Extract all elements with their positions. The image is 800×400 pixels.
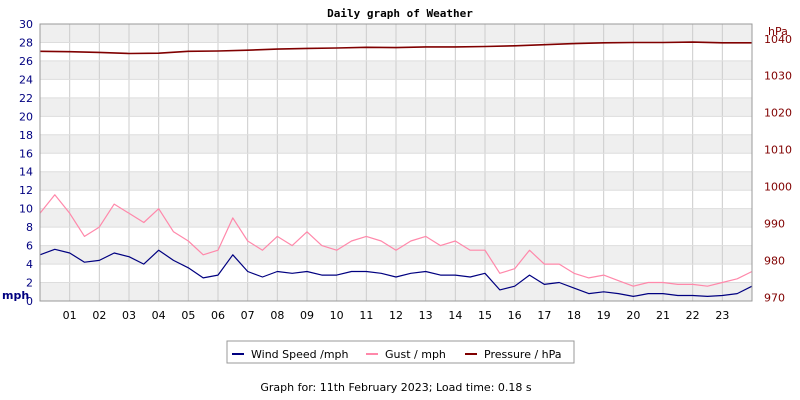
left-tick-label: 16	[19, 147, 33, 160]
right-tick-label: 970	[764, 291, 785, 304]
right-tick-label: 1000	[764, 181, 792, 194]
x-tick-label: 15	[478, 309, 492, 322]
x-axis-ticks: 01 02 03 04 05 06 07 08 09 10 11 12 13 14 15 16 17 18 19 20…	[63, 309, 730, 322]
left-tick-label: 28	[19, 36, 33, 49]
chart-title: Daily graph of Weather	[327, 7, 473, 20]
left-tick-label: 18	[19, 129, 33, 142]
left-tick-label: 12	[19, 184, 33, 197]
x-tick-label: 08	[270, 309, 284, 322]
right-axis-ticks: 970 980 990 1000 1010 1020 1030 1040	[764, 33, 792, 305]
x-tick-label: 19	[597, 309, 611, 322]
x-tick-label: 20	[626, 309, 640, 322]
left-tick-label: 26	[19, 55, 33, 68]
left-axis-label: mph	[2, 289, 29, 302]
x-tick-label: 16	[508, 309, 522, 322]
left-tick-label: 8	[26, 221, 33, 234]
x-tick-label: 21	[656, 309, 670, 322]
x-tick-label: 01	[63, 309, 77, 322]
left-tick-label: 20	[19, 110, 33, 123]
footer-text: Graph for: 11th February 2023; Load time…	[260, 381, 532, 394]
x-tick-label: 12	[389, 309, 403, 322]
series-line-gust	[39, 194, 753, 287]
x-tick-label: 10	[330, 309, 344, 322]
x-tick-label: 02	[92, 309, 106, 322]
left-tick-label: 14	[19, 166, 33, 179]
left-tick-label: 6	[26, 240, 33, 253]
legend-label-gust: Gust / mph	[385, 348, 446, 361]
left-tick-label: 30	[19, 18, 33, 31]
right-tick-label: 980	[764, 254, 785, 267]
x-tick-label: 11	[359, 309, 373, 322]
x-tick-label: 22	[686, 309, 700, 322]
x-tick-label: 07	[241, 309, 255, 322]
left-tick-label: 24	[19, 73, 33, 86]
x-tick-label: 03	[122, 309, 136, 322]
x-tick-label: 05	[181, 309, 195, 322]
left-tick-label: 0	[26, 295, 33, 308]
legend-box	[226, 340, 575, 364]
x-tick-label: 18	[567, 309, 581, 322]
left-tick-label: 2	[26, 277, 33, 290]
x-tick-label: 13	[419, 309, 433, 322]
x-tick-label: 04	[152, 309, 166, 322]
x-tick-label: 06	[211, 309, 225, 322]
legend-label-pressure: Pressure / hPa	[484, 348, 562, 361]
legend: Wind Speed /mph Gust / mph Pressure / hP…	[226, 340, 575, 364]
left-tick-label: 4	[26, 258, 33, 271]
x-tick-label: 23	[715, 309, 729, 322]
right-tick-label: 1040	[764, 33, 792, 46]
left-tick-label: 10	[19, 203, 33, 216]
right-tick-label: 1010	[764, 144, 792, 157]
right-axis-label: hPa	[768, 25, 788, 38]
series-line-pressure	[39, 41, 752, 55]
x-tick-label: 17	[537, 309, 551, 322]
right-tick-label: 1020	[764, 107, 792, 120]
series-line-wind	[39, 248, 753, 297]
plot-frame	[39, 23, 753, 302]
x-tick-label: 09	[300, 309, 314, 322]
right-tick-label: 990	[764, 217, 785, 230]
legend-label-wind: Wind Speed /mph	[251, 348, 349, 361]
right-tick-label: 1030	[764, 70, 792, 83]
series-layer	[39, 41, 753, 297]
horizontal-gridlines	[40, 41, 752, 284]
vertical-gridlines	[69, 24, 723, 301]
x-tick-label: 14	[448, 309, 462, 322]
left-tick-label: 22	[19, 92, 33, 105]
